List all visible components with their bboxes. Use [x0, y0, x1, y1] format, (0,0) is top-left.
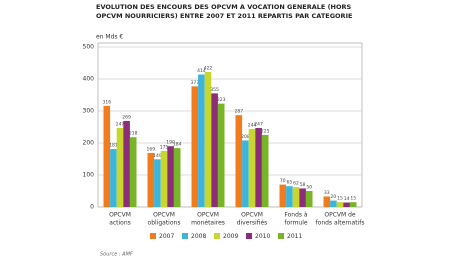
bar: [198, 74, 205, 208]
bar: [116, 127, 124, 207]
legend-label: 2008: [191, 233, 206, 240]
bar: [147, 152, 155, 207]
value-label: 414: [197, 68, 206, 74]
x-tick-label: diversifiés: [237, 220, 268, 227]
bar: [255, 127, 262, 207]
bar: [261, 135, 269, 207]
bar: [123, 120, 130, 207]
bar: [173, 148, 181, 207]
bar: [160, 151, 168, 207]
y-tick-label: 500: [83, 44, 95, 51]
bar: [279, 184, 287, 207]
x-tick-label: OPCVM de: [324, 212, 356, 219]
bar: [343, 202, 350, 207]
value-label: 316: [103, 99, 112, 105]
bar: [204, 71, 212, 208]
value-label: 377: [191, 80, 200, 86]
bar: [235, 115, 243, 207]
legend-swatch: [278, 233, 284, 239]
x-tick-label: monétaires: [191, 220, 225, 227]
legend-swatch: [150, 233, 156, 239]
y-tick-label: 200: [83, 140, 95, 147]
value-label: 218: [129, 131, 138, 137]
legend-swatch: [246, 233, 252, 239]
x-tick-label: OPCVM: [153, 212, 175, 219]
value-label: 323: [217, 97, 226, 103]
bar: [110, 149, 117, 207]
value-label: 15: [350, 196, 356, 202]
y-tick-label: 300: [83, 108, 95, 115]
legend-swatch: [214, 233, 220, 239]
value-label: 15: [337, 196, 343, 202]
value-label: 247: [116, 121, 125, 127]
value-label: 287: [235, 109, 244, 115]
bar: [248, 128, 256, 207]
value-label: 422: [204, 65, 213, 71]
value-label: 225: [261, 129, 270, 135]
value-label: 247: [254, 121, 263, 127]
bar: [323, 196, 331, 207]
bar: [103, 105, 111, 207]
legend-label: 2010: [255, 233, 270, 240]
x-tick-label: OPCVM: [197, 212, 219, 219]
y-tick-label: 0: [90, 204, 94, 211]
chart-title: EVOLUTION DES ENCOURS DES OPCVM A VOCATI…: [96, 3, 352, 20]
bar: [299, 188, 306, 207]
x-tick-label: OPCVM: [109, 212, 131, 219]
bar: [129, 137, 137, 207]
value-label: 190: [166, 140, 175, 146]
legend-label: 2009: [223, 233, 238, 240]
source: Source : AMF: [100, 252, 133, 258]
x-tick-label: actions: [109, 220, 131, 227]
value-label: 50: [306, 185, 312, 191]
bar: [167, 146, 174, 207]
value-label: 62: [293, 181, 299, 187]
bar: [292, 187, 300, 207]
legend-label: 2011: [287, 233, 302, 240]
value-label: 175: [160, 145, 169, 151]
x-tick-label: formule: [284, 220, 307, 227]
x-tick-label: Fonds à: [284, 212, 308, 219]
y-tick-label: 100: [83, 172, 95, 179]
bar: [217, 103, 225, 207]
value-label: 181: [109, 143, 118, 149]
bar: [211, 93, 218, 207]
legend-swatch: [182, 233, 188, 239]
bar: [286, 186, 293, 207]
value-label: 65: [287, 180, 293, 186]
bar: [191, 86, 199, 207]
value-label: 355: [210, 87, 219, 93]
value-label: 33: [324, 190, 330, 196]
bar: [242, 140, 249, 207]
bar: [305, 191, 313, 207]
bar: [330, 200, 337, 207]
value-label: 269: [122, 114, 131, 120]
x-tick-label: OPCVM: [241, 212, 263, 219]
value-label: 169: [147, 146, 156, 152]
value-label: 58: [300, 182, 306, 188]
bar: [336, 202, 344, 207]
value-label: 184: [173, 142, 182, 148]
value-label: 70: [280, 178, 286, 184]
value-label: 14: [344, 196, 350, 202]
y-tick-label: 400: [83, 76, 95, 83]
value-label: 208: [241, 134, 250, 140]
value-label: 244: [248, 122, 257, 128]
value-label: 149: [153, 153, 162, 159]
x-tick-label: obligations: [148, 220, 181, 227]
bar: [154, 159, 161, 207]
x-tick-label: fonds alternatifs: [316, 220, 365, 227]
value-label: 20: [331, 194, 337, 200]
bar: [349, 202, 357, 207]
legend-label: 2007: [159, 233, 174, 240]
y-axis-label: en Mds €: [96, 34, 123, 41]
